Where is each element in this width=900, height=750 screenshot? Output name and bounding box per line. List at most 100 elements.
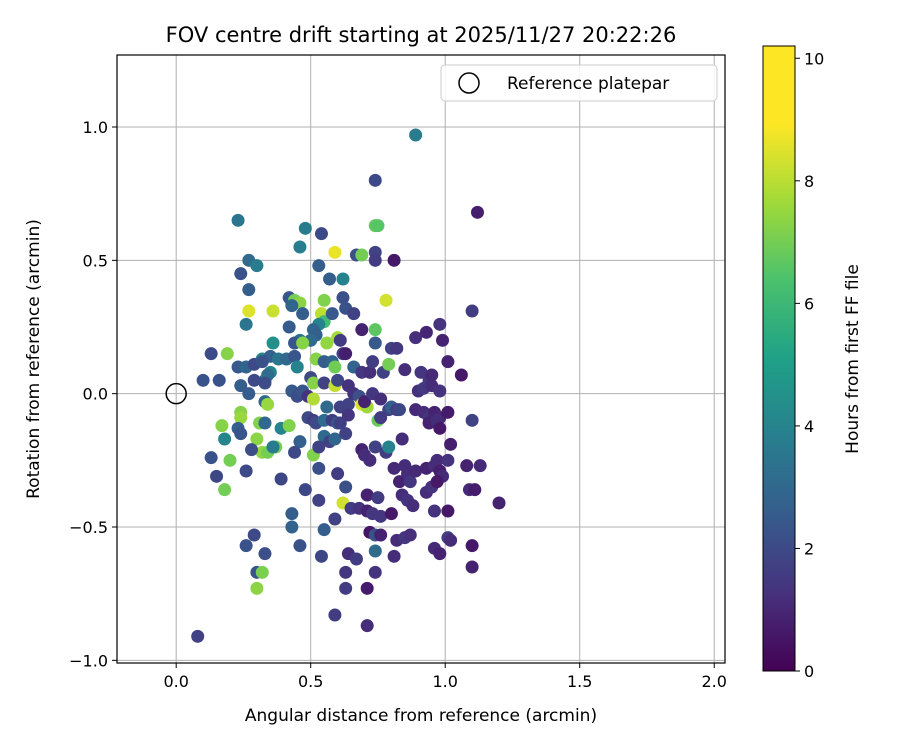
data-point [250,581,264,595]
data-point [433,547,447,561]
data-point [339,480,353,494]
data-point [368,253,382,267]
data-point [317,376,331,390]
data-point [234,379,248,393]
data-point [425,368,439,382]
data-point [444,533,458,547]
data-point [255,565,269,579]
data-point [473,459,487,473]
data-point [470,205,484,219]
x-axis-label: Angular distance from reference (arcmin) [245,706,597,726]
data-point [374,509,388,523]
data-point [465,413,479,427]
data-point [430,453,444,467]
data-point [239,464,253,478]
colorbar-tick-label: 4 [804,417,814,436]
data-point [320,336,334,350]
data-point [409,128,423,142]
data-point [247,528,261,542]
data-point [234,267,248,281]
data-point [242,283,256,297]
chart-title: FOV centre drift starting at 2025/11/27 … [166,23,677,47]
data-point [336,291,350,305]
data-point [234,411,248,425]
legend-box [440,64,718,102]
data-point [363,365,377,379]
data-point [293,240,307,254]
data-points [191,128,506,643]
data-point [288,445,302,459]
colorbar: 0 2 4 6 8 10 Hours from first FF file [762,45,863,681]
data-point [382,357,396,371]
data-point [328,432,342,446]
data-point [419,325,433,339]
x-tick-label: 0.5 [298,672,323,691]
y-axis-ticks: −1.0 −0.5 0.0 0.5 1.0 [69,118,117,670]
data-point [282,419,296,433]
legend: Reference platepar [440,64,718,102]
data-point [218,432,232,446]
data-point [468,483,482,497]
data-point [414,365,428,379]
data-point [436,333,450,347]
data-point [333,333,347,347]
data-point [368,336,382,350]
data-point [204,451,218,465]
data-point [285,299,299,313]
data-point [312,461,326,475]
data-point [306,376,320,390]
data-point [288,349,302,363]
data-point [360,619,374,633]
x-tick-label: 0.0 [163,672,188,691]
data-point [320,400,334,414]
data-point [465,304,479,318]
data-point [247,373,261,387]
data-point [368,440,382,454]
data-point [409,464,423,478]
data-point [441,405,455,419]
data-point [290,360,304,374]
data-point [358,395,372,409]
data-point [328,360,342,374]
data-point [395,432,409,446]
data-point [368,173,382,187]
data-point [215,419,229,433]
data-point [392,475,406,489]
data-point [374,411,388,425]
data-point [406,499,420,513]
data-point [293,539,307,553]
data-point [371,491,385,505]
data-point [245,443,259,457]
data-point [266,304,280,318]
data-point [392,403,406,417]
data-point [387,461,401,475]
legend-label: Reference platepar [507,74,669,94]
y-tick-label: −1.0 [69,651,108,670]
data-point [239,539,253,553]
plot-frame [116,54,726,664]
data-point [296,307,310,321]
data-point [196,373,210,387]
y-tick-label: 0.0 [83,385,108,404]
colorbar-tick-label: 10 [804,49,824,68]
y-tick-label: −0.5 [69,518,108,537]
data-point [384,507,398,521]
data-point [258,376,272,390]
y-tick-label: 0.5 [83,251,108,270]
data-point [430,475,444,489]
data-point [250,432,264,446]
data-point [285,507,299,521]
data-point [191,629,205,643]
colorbar-gradient [762,45,796,672]
data-point [433,421,447,435]
data-point [339,565,353,579]
y-axis-label: Rotation from reference (arcmin) [24,219,44,499]
data-point [293,435,307,449]
data-point [312,259,326,273]
data-point [212,373,226,387]
data-point [323,272,337,286]
data-point [328,245,342,259]
data-point [333,400,347,414]
data-point [255,355,269,369]
